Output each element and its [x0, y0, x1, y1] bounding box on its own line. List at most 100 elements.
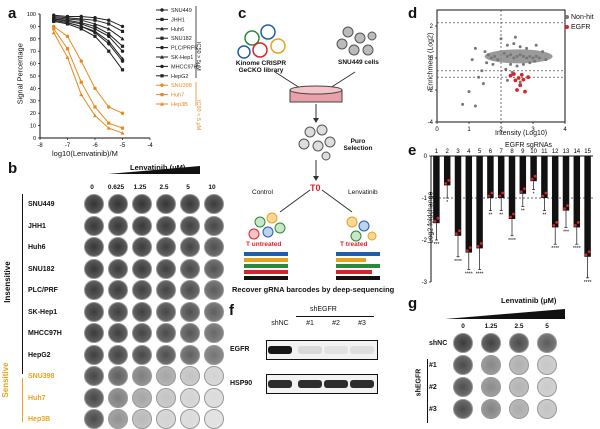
f-lane-label: #2 [332, 320, 340, 327]
d-ytick-label: 0 [430, 56, 434, 62]
g-dose-wedge [445, 309, 565, 319]
a-point [107, 32, 111, 36]
b-well [132, 301, 152, 322]
d-legend-egfr: EGFR [571, 24, 591, 31]
e-dot [455, 232, 458, 236]
e-dot [541, 194, 545, 198]
d-nonhit-point [477, 75, 481, 79]
d-nonhit-point [537, 56, 541, 60]
e-category-label: 11 [541, 149, 548, 155]
b-well [84, 237, 104, 257]
b-well [132, 387, 152, 408]
b-well [132, 409, 152, 429]
b-well [156, 387, 176, 408]
b-well [84, 215, 104, 236]
e-dot [490, 191, 494, 195]
b-dose-label: 5 [186, 184, 190, 191]
b-well [180, 258, 200, 279]
b-well [204, 215, 224, 236]
b-well [180, 344, 200, 365]
transduced-cells-icon [298, 124, 336, 161]
e-category-label: 8 [510, 149, 514, 155]
a-legend-label: JHH1 [171, 17, 185, 23]
e-significance: *** [563, 229, 569, 235]
a-series-line [53, 14, 123, 27]
e-category-label: 7 [500, 149, 504, 155]
e-category-label: 15 [584, 149, 591, 155]
e-dot [501, 191, 505, 195]
a-point [79, 22, 83, 26]
virus-library-icon [237, 24, 286, 59]
a-point [52, 19, 56, 24]
e-significance: **** [551, 246, 559, 252]
e-significance: ** [488, 213, 492, 219]
a-point [79, 80, 83, 84]
a-legend-marker [160, 17, 164, 21]
d-nonhit-point [473, 104, 477, 108]
a-point [93, 18, 97, 22]
panel-e-chart: 0 -1 -2 -3 1 *** 2 * 3 **** 4 **** 5 **** 6 ** 7 ** 8 **** 9… [405, 140, 600, 295]
e-significance: **** [465, 271, 473, 277]
b-well [132, 344, 152, 365]
b-dose-label: 10 [208, 184, 216, 191]
d-nonhit-point [533, 59, 537, 63]
a-point [120, 131, 125, 135]
b-well [180, 387, 200, 408]
e-dot [566, 204, 569, 207]
treated-cells-icon [346, 216, 377, 242]
e-dot [576, 221, 580, 224]
e-ytick-label: -2 [422, 238, 428, 244]
d-nonhit-point [493, 54, 497, 58]
g-well [453, 333, 473, 353]
barcode-treated [336, 252, 380, 280]
g-well [453, 355, 473, 375]
a-ytick-label: 90 [30, 24, 36, 30]
c-cells-label: SNU449 cells [338, 59, 379, 66]
a-point [79, 18, 84, 22]
a-legend-marker [160, 36, 164, 40]
e-dot [476, 245, 480, 248]
g-title: Lenvatinib (μM) [501, 296, 557, 305]
d-nonhit-point [509, 53, 513, 57]
a-point [93, 27, 97, 31]
b-well [108, 258, 128, 279]
a-point [52, 27, 56, 31]
d-nonhit-point [518, 80, 522, 84]
b-well [132, 366, 152, 386]
d-nonhit-point [512, 56, 516, 60]
a-point [52, 24, 56, 29]
d-nonhit-point [513, 35, 517, 39]
f-lane-label: #3 [358, 320, 366, 327]
c-library-label: Kinome CRISPR GeCKO library [235, 60, 287, 75]
panel-f-western-blot: shEGFR shNC #1 #2 #3 EGFR HSP90 [230, 300, 405, 426]
a-ytick-label: 80 [30, 37, 36, 43]
e-dot [552, 224, 556, 227]
a-point [93, 16, 97, 20]
a-point [120, 111, 125, 115]
f-band [268, 346, 292, 354]
b-well [204, 237, 224, 257]
f-lane-label: shNC [271, 320, 289, 327]
a-point [79, 92, 84, 97]
b-insensitive-bracket [22, 194, 23, 374]
g-well [481, 399, 501, 419]
b-well [108, 409, 128, 429]
d-nonhit-point [470, 58, 474, 62]
a-point [79, 14, 83, 19]
b-well [108, 366, 128, 386]
d-nonhit-point [531, 56, 535, 60]
b-row-label: SK-Hep1 [28, 308, 58, 316]
dose-response-chart: 0 10 20 30 40 50 60 70 80 90 100 -8 -7 -6 -5 -4 SNU449 JH… [27, 6, 198, 149]
g-well [509, 377, 529, 397]
d-ytick-label: -2 [428, 88, 434, 94]
d-nonhit-point [509, 62, 513, 66]
a-legend-label: Hep3B [171, 102, 188, 108]
a-point [65, 55, 70, 59]
d-egfr-point [519, 72, 524, 77]
g-well [509, 355, 529, 375]
e-significance: ** [521, 208, 525, 214]
e-dot [447, 179, 451, 182]
culture-dish-icon [289, 85, 343, 103]
g-group-bracket [427, 359, 428, 423]
b-well [84, 301, 104, 322]
